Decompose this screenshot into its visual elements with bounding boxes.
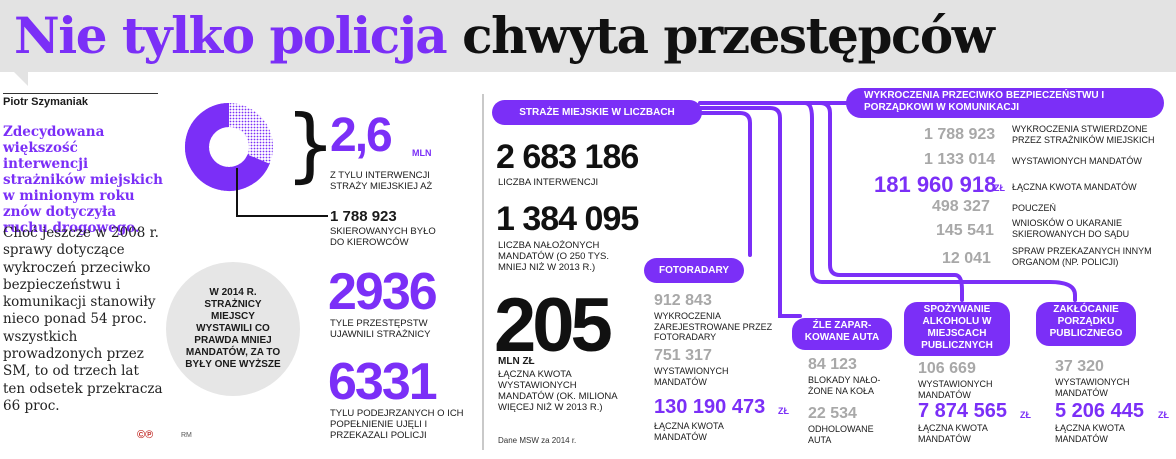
fines-amount-num: 205 [494,283,613,368]
parking-blocks-label: BLOKADY NAŁO-ŻONE NA KOŁA [808,375,881,396]
author-name: Piotr Szymaniak [3,96,88,108]
title-notch [14,72,28,86]
order-amount-num: 5 206 445 [1055,400,1144,422]
traffic-fines-num: 1 133 014 [924,151,996,168]
speed-cameras-offences-num: 912 843 [654,292,712,309]
pill-bad-parking: ŹLE ZAPAR-KOWANE AUTA [792,318,892,350]
page-title: Nie tylko policja chwyta przestępców [14,6,995,65]
traffic-court-label: WNIOSKÓW O UKARANIE SKIEROWANYCH DO SĄDU [1012,218,1130,239]
speed-cameras-offences-label: WYKROCZENIA ZAREJESTROWANE PRZEZ FOTORAD… [654,311,773,342]
fines-amount-label: ŁĄCZNA KWOTA WYSTAWIONYCH MANDATÓW (OK. … [498,369,618,413]
title-bar [0,0,1176,72]
traffic-warnings-num: 498 327 [932,198,990,215]
pill-speed-cameras: FOTORADARY [644,258,744,283]
traffic-other-label: SPRAW PRZEKAZANYCH INNYM ORGANOM (NP. PO… [1012,246,1152,267]
lead-text: Zdecydowana większość interwencji strażn… [3,124,163,236]
title-purple: Nie tylko policja [14,6,448,65]
stat-suspects-label: TYLU PODEJRZANYCH O ICH POPEŁNIENIE UJĘL… [330,408,464,441]
stat-crimes-label: TYLE PRZESTĘPSTW UJAWNILI STRAŻNICY [330,318,431,340]
stat-drivers-label: SKIEROWANYCH BYŁO DO KIEROWCÓW [330,226,436,248]
stat-crimes-num: 2936 [328,263,438,321]
total-interventions-label: LICZBA INTERWENCJI [498,177,599,188]
stat-interventions-num: 2,6 [330,109,393,162]
author-divider [3,93,158,94]
speed-cameras-fines-label: WYSTAWIONYCH MANDATÓW [654,366,729,387]
order-amount-unit: ZŁ [1158,410,1169,420]
body-text: Choć jeszcze w 2008 r. sprawy dotyczące … [3,225,163,414]
total-fines-label: LICZBA NAŁOŻONYCH MANDATÓW (O 250 TYS. M… [498,240,610,273]
stat-drivers-num: 1 788 923 [330,208,397,225]
order-fines-label: WYSTAWIONYCH MANDATÓW [1055,377,1130,398]
parking-towed-num: 22 534 [808,405,857,422]
traffic-amount-num: 181 960 918 [874,172,997,197]
column-divider [482,94,484,450]
pill-city-guards: STRAŻE MIEJSKIE W LICZBACH [492,100,702,125]
drinking-amount-num: 7 874 565 [918,400,1007,422]
brace-icon: } [285,98,336,191]
total-fines-num: 1 384 095 [496,200,639,238]
total-interventions-num: 2 683 186 [496,138,639,176]
drinking-fines-label: WYSTAWIONYCH MANDATÓW [918,379,993,400]
pill-public-order: ZAKŁÓCANIE PORZĄDKU PUBLICZNEGO [1036,302,1136,346]
source-note: Dane MSW za 2014 r. [498,436,577,445]
parking-towed-label: ODHOLOWANE AUTA [808,424,874,445]
traffic-other-num: 12 041 [942,250,991,267]
info-circle: W 2014 R. STRAŻNICY MIEJSCY WYSTAWILI CO… [166,262,300,396]
speed-cameras-fines-num: 751 317 [654,347,712,364]
info-circle-text: W 2014 R. STRAŻNICY MIEJSCY WYSTAWILI CO… [185,287,281,370]
drinking-amount-label: ŁĄCZNA KWOTA MANDATÓW [918,423,988,444]
drinking-fines-num: 106 669 [918,360,976,377]
donut-chart [185,103,273,191]
stat-interventions-unit: MLN [412,148,432,158]
donut-share [185,103,270,191]
traffic-fines-label: WYSTAWIONYCH MANDATÓW [1012,156,1142,166]
pill-traffic-offences: WYKROCZENIA PRZECIWKO BEZPIECZEŃSTWU I P… [846,88,1164,118]
speed-cameras-amount-unit: ZŁ [778,406,789,416]
traffic-amount-unit: ZŁ [994,183,1005,193]
pointer-line-h [236,215,328,217]
stat-suspects-num: 6331 [328,353,438,411]
traffic-offences-label: WYKROCZENIA STWIERDZONE PRZEZ STRAŻNIKÓW… [1012,124,1155,145]
order-fines-num: 37 320 [1055,358,1104,375]
pill-public-drinking: SPOŻYWANIE ALKOHOLU W MIEJSCACH PUBLICZN… [904,302,1010,356]
speed-cameras-amount-num: 130 190 473 [654,396,766,418]
stat-interventions-label: Z TYLU INTERWENCJI STRAŻY MIEJSKIEJ AŻ [330,170,433,192]
traffic-warnings-label: POUCZEŃ [1012,203,1057,213]
traffic-court-num: 145 541 [936,222,994,239]
order-amount-label: ŁĄCZNA KWOTA MANDATÓW [1055,423,1125,444]
parking-blocks-num: 84 123 [808,356,857,373]
traffic-offences-num: 1 788 923 [924,126,996,143]
traffic-amount-label: ŁĄCZNA KWOTA MANDATÓW [1012,182,1137,192]
title-dark: chwyta przestępców [462,6,995,65]
pointer-line-v [236,168,238,216]
copyright-icon: ©℗ [137,429,154,441]
credit-text: RM [181,432,192,439]
drinking-amount-unit: ZŁ [1020,410,1031,420]
speed-cameras-amount-label: ŁĄCZNA KWOTA MANDATÓW [654,421,724,442]
fines-amount-unit: MLN ZŁ [498,356,535,367]
